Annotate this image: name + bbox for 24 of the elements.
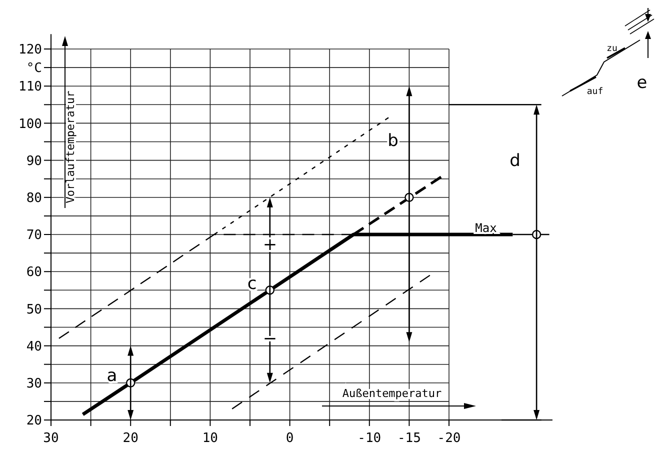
x-tick-label: -15 xyxy=(397,431,421,446)
y-tick-label: 40 xyxy=(26,339,42,354)
annotation: a xyxy=(106,366,118,386)
y-tick-label: 110 xyxy=(18,80,42,95)
y-tick-label: 70 xyxy=(26,228,42,244)
y-tick-label: 100 xyxy=(18,116,42,132)
y-tick-label: 60 xyxy=(26,265,42,280)
x-tick-label: -10 xyxy=(358,431,382,446)
y-tick-label: 120 xyxy=(18,42,42,58)
x-tick-label: 10 xyxy=(202,431,218,446)
curve-shift-sketch: zu auf e xyxy=(562,8,654,97)
y-tick-label: 30 xyxy=(26,376,42,392)
x-tick-label: 30 xyxy=(43,431,59,446)
y-axis-title: Vorlauftemperatur xyxy=(64,90,77,204)
y-tick-label: 80 xyxy=(26,190,42,206)
annotation: d xyxy=(510,150,520,171)
x-tick-label: 0 xyxy=(286,431,294,446)
y-tick-label: °C xyxy=(26,61,42,76)
annotation: Max xyxy=(475,221,497,236)
x-tick-label: 20 xyxy=(122,431,138,446)
y-tick-label: 90 xyxy=(26,154,42,169)
y-tick-label: 50 xyxy=(26,302,42,318)
x-tick-label: -20 xyxy=(437,431,461,446)
y-tick-label: 20 xyxy=(26,414,42,429)
